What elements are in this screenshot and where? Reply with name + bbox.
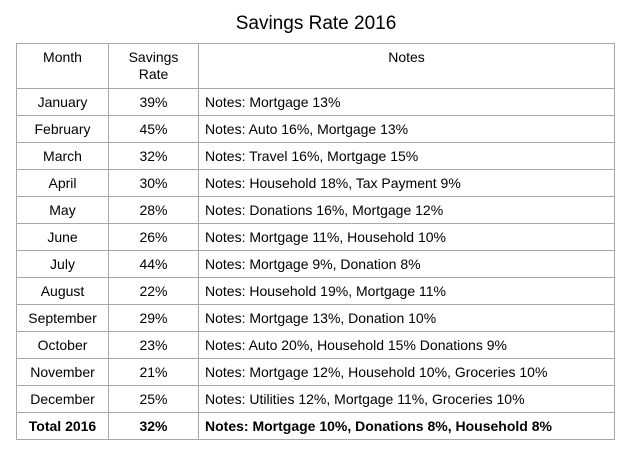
month-cell: June [16, 223, 109, 251]
notes-cell: Notes: Mortgage 13%, Donation 10% [198, 304, 615, 332]
rate-cell: 28% [108, 196, 199, 224]
notes-cell: Notes: Household 19%, Mortgage 11% [198, 277, 615, 305]
month-cell: December [16, 385, 109, 413]
notes-cell: Notes: Auto 20%, Household 15% Donations… [198, 331, 615, 359]
table-body: January 39% Notes: Mortgage 13% February 45… [16, 88, 615, 440]
table-row: January 39% Notes: Mortgage 13% [16, 88, 615, 116]
rate-cell: 23% [108, 331, 199, 359]
table-header-row: Month Savings Rate Notes [16, 43, 615, 89]
rate-cell: 45% [108, 115, 199, 143]
header-notes: Notes [198, 43, 615, 89]
rate-cell: 29% [108, 304, 199, 332]
notes-cell: Notes: Mortgage 13% [198, 88, 615, 116]
rate-cell: 44% [108, 250, 199, 278]
month-cell: September [16, 304, 109, 332]
notes-cell: Notes: Auto 16%, Mortgage 13% [198, 115, 615, 143]
month-cell: July [16, 250, 109, 278]
rate-cell: 25% [108, 385, 199, 413]
notes-cell: Notes: Travel 16%, Mortgage 15% [198, 142, 615, 170]
table-row: August 22% Notes: Household 19%, Mortgage … [16, 277, 615, 305]
table-row: November 21% Notes: Mortgage 12%, Househol… [16, 358, 615, 386]
notes-cell: Notes: Mortgage 12%, Household 10%, Groc… [198, 358, 615, 386]
table-row: April 30% Notes: Household 18%, Tax Paymen… [16, 169, 615, 197]
rate-cell: 21% [108, 358, 199, 386]
total-notes-cell: Notes: Mortgage 10%, Donations 8%, House… [198, 412, 615, 440]
month-cell: January [16, 88, 109, 116]
rate-cell: 39% [108, 88, 199, 116]
notes-cell: Notes: Utilities 12%, Mortgage 11%, Groc… [198, 385, 615, 413]
header-month-label: Month [43, 49, 82, 65]
month-cell: August [16, 277, 109, 305]
month-cell: March [16, 142, 109, 170]
month-cell: April [16, 169, 109, 197]
header-month: Month [16, 43, 109, 89]
month-cell: May [16, 196, 109, 224]
month-cell: February [16, 115, 109, 143]
total-month-cell: Total 2016 [16, 412, 109, 440]
table-row: September 29% Notes: Mortgage 13%, Donatio… [16, 304, 615, 332]
header-rate-line1: Savings [128, 49, 179, 65]
rate-cell: 22% [108, 277, 199, 305]
notes-cell: Notes: Mortgage 9%, Donation 8% [198, 250, 615, 278]
header-notes-label: Notes [388, 49, 425, 65]
rate-cell: 26% [108, 223, 199, 251]
table-row: October 23% Notes: Auto 20%, Household 15%… [16, 331, 615, 359]
header-savings-rate: Savings Rate [108, 43, 199, 89]
savings-table: Month Savings Rate Notes January 39% Notes:… [16, 43, 615, 440]
table-row: February 45% Notes: Auto 16%, Mortgage 13% [16, 115, 615, 143]
table-row: December 25% Notes: Utilities 12%, Mortgag… [16, 385, 615, 413]
total-rate-cell: 32% [108, 412, 199, 440]
notes-cell: Notes: Donations 16%, Mortgage 12% [198, 196, 615, 224]
month-cell: October [16, 331, 109, 359]
table-row: March 32% Notes: Travel 16%, Mortgage 15% [16, 142, 615, 170]
table-row: June 26% Notes: Mortgage 11%, Household 10… [16, 223, 615, 251]
notes-cell: Notes: Household 18%, Tax Payment 9% [198, 169, 615, 197]
rate-cell: 32% [108, 142, 199, 170]
page-title: Savings Rate 2016 [235, 13, 397, 34]
month-cell: November [16, 358, 109, 386]
total-row: Total 2016 32% Notes: Mortgage 10%, Donati… [16, 412, 615, 440]
table-row: July 44% Notes: Mortgage 9%, Donation 8% [16, 250, 615, 278]
notes-cell: Notes: Mortgage 11%, Household 10% [198, 223, 615, 251]
table-row: May 28% Notes: Donations 16%, Mortgage 12% [16, 196, 615, 224]
header-rate-line2: Rate [138, 66, 169, 82]
rate-cell: 30% [108, 169, 199, 197]
